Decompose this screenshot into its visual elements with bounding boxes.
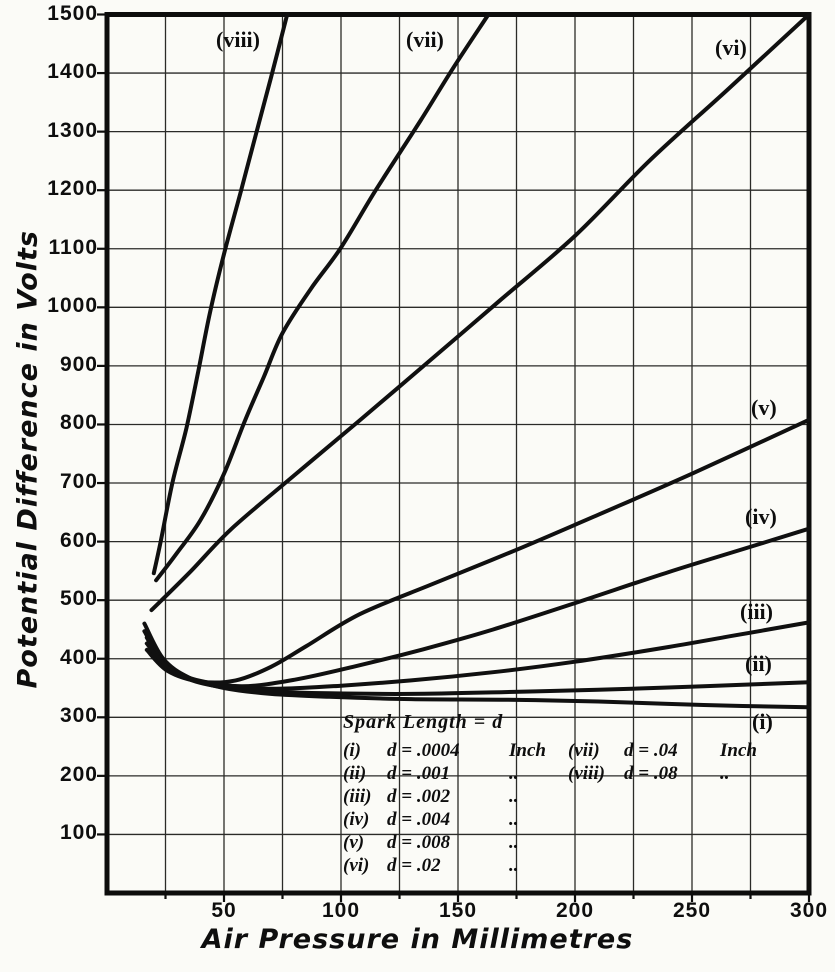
legend-row-iv: (iv) d = .004..	[343, 809, 519, 831]
legend-equation: d = .08	[624, 763, 678, 784]
x-tick-label-300: 300	[789, 899, 829, 922]
x-tick-label-50: 50	[211, 899, 237, 922]
legend-unit: Inch	[720, 740, 757, 761]
x-tick-label-200: 200	[555, 899, 595, 922]
y-tick-label-800: 800	[59, 411, 98, 435]
y-tick-label-300: 300	[59, 704, 98, 728]
legend-curve-id: (i)	[343, 740, 361, 761]
legend-curve-id: (iii)	[343, 786, 372, 807]
legend-unit: Inch	[509, 740, 546, 761]
y-tick-label-1400: 1400	[47, 60, 98, 84]
legend-equation: d = .02	[387, 855, 441, 876]
legend-unit: ..	[509, 763, 519, 784]
legend-row-i: (i) d = .0004 Inch	[343, 740, 546, 762]
curve-v	[144, 417, 811, 685]
legend-unit: ..	[509, 855, 519, 876]
y-tick-label-1300: 1300	[47, 118, 98, 142]
legend-equation: d = .002	[387, 786, 451, 807]
y-tick-label-900: 900	[59, 352, 98, 376]
y-tick-label-600: 600	[59, 528, 98, 552]
legend-equation: d = .004	[387, 809, 451, 830]
legend-equation: d = .0004	[387, 740, 460, 761]
curve-label-vi: (vi)	[715, 35, 747, 60]
legend-curve-id: (vi)	[343, 855, 370, 876]
legend-curve-id: (iv)	[343, 809, 370, 830]
legend-equation: d = .008	[387, 832, 451, 853]
curve-label-vii: (vii)	[406, 27, 444, 52]
curve-label-v: (v)	[751, 395, 777, 420]
x-tick-label-250: 250	[672, 899, 712, 922]
legend-row-vii: (vii) d = .04 Inch	[568, 740, 757, 762]
legend-row-v: (v) d = .008..	[343, 832, 519, 854]
legend-unit: ..	[509, 786, 519, 807]
y-tick-label-500: 500	[59, 587, 98, 611]
y-tick-label-1200: 1200	[47, 177, 98, 201]
y-tick-label-1000: 1000	[47, 294, 98, 318]
legend-curve-id: (vii)	[568, 740, 600, 761]
curve-viii	[151, 12, 290, 576]
legend-row-viii: (viii) d = .08..	[568, 763, 730, 785]
legend-row-iii: (iii) d = .002..	[343, 786, 519, 808]
y-tick-label-100: 100	[59, 821, 98, 845]
curve-label-viii: (viii)	[216, 27, 260, 52]
legend-curve-id: (v)	[343, 832, 365, 853]
legend-row-ii: (ii) d = .001..	[343, 763, 519, 785]
legend-curve-id: (viii)	[568, 763, 605, 784]
curve-vii	[154, 12, 491, 583]
legend-unit: ..	[720, 763, 730, 784]
curve-label-iii: (iii)	[740, 599, 773, 624]
x-tick-label-150: 150	[438, 899, 478, 922]
y-tick-label-1500: 1500	[47, 1, 98, 25]
legend-unit: ..	[509, 832, 519, 853]
x-axis-title: Air Pressure in Millimetres	[201, 924, 634, 955]
legend-curve-id: (ii)	[343, 763, 367, 784]
curve-label-ii: (ii)	[745, 651, 772, 676]
y-tick-label-400: 400	[59, 645, 98, 669]
legend-equation: d = .001	[387, 763, 451, 784]
legend-heading: Spark Length = d	[343, 711, 504, 733]
y-tick-label-700: 700	[59, 470, 98, 494]
legend-row-vi: (vi) d = .02..	[343, 855, 519, 877]
curve-iv	[144, 526, 811, 689]
y-tick-label-1100: 1100	[48, 235, 98, 259]
x-tick-label-100: 100	[321, 899, 361, 922]
y-tick-label-200: 200	[59, 762, 98, 786]
legend-unit: ..	[509, 809, 519, 830]
legend-equation: d = .04	[624, 740, 678, 761]
curve-label-i: (i)	[752, 709, 773, 734]
curve-vi	[149, 12, 811, 613]
curve-label-iv: (iv)	[745, 504, 777, 529]
